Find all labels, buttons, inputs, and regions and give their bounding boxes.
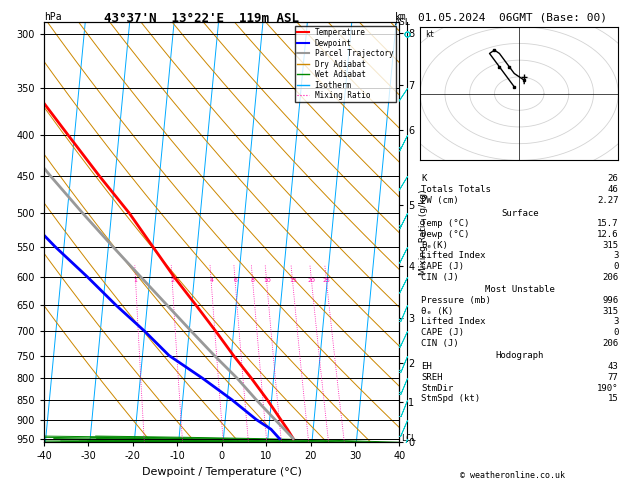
Text: LCL: LCL: [401, 434, 416, 443]
Text: Pressure (mb): Pressure (mb): [421, 296, 491, 305]
Text: 26: 26: [608, 174, 618, 183]
Text: 190°: 190°: [597, 383, 618, 393]
Text: CIN (J): CIN (J): [421, 273, 459, 281]
Text: 315: 315: [602, 241, 618, 250]
Text: SREH: SREH: [421, 373, 443, 382]
Text: θₑ (K): θₑ (K): [421, 307, 454, 315]
Text: 3: 3: [613, 317, 618, 326]
Text: Lifted Index: Lifted Index: [421, 251, 486, 260]
Text: 8: 8: [251, 278, 255, 283]
Text: 2.27: 2.27: [597, 196, 618, 205]
Text: Surface: Surface: [501, 209, 538, 218]
Text: 0: 0: [613, 328, 618, 337]
Text: Dewp (°C): Dewp (°C): [421, 230, 470, 239]
Text: km: km: [394, 12, 406, 22]
Text: 77: 77: [608, 373, 618, 382]
Text: Totals Totals: Totals Totals: [421, 185, 491, 194]
X-axis label: Dewpoint / Temperature (°C): Dewpoint / Temperature (°C): [142, 467, 302, 477]
Text: hPa: hPa: [44, 12, 62, 22]
Text: Hodograph: Hodograph: [496, 351, 544, 360]
Text: 1: 1: [134, 278, 138, 283]
Text: 206: 206: [602, 339, 618, 347]
Text: 3: 3: [613, 251, 618, 260]
Text: 12.6: 12.6: [597, 230, 618, 239]
Text: 2: 2: [170, 278, 174, 283]
Text: 6: 6: [233, 278, 237, 283]
Y-axis label: Mixing Ratio (g/kg): Mixing Ratio (g/kg): [419, 189, 428, 275]
Text: 43: 43: [608, 362, 618, 371]
Text: 43°37'N  13°22'E  119m ASL: 43°37'N 13°22'E 119m ASL: [104, 12, 299, 25]
Text: 4: 4: [209, 278, 213, 283]
Text: 15.7: 15.7: [597, 220, 618, 228]
Text: © weatheronline.co.uk: © weatheronline.co.uk: [460, 471, 565, 480]
Text: CAPE (J): CAPE (J): [421, 262, 464, 271]
Text: CIN (J): CIN (J): [421, 339, 459, 347]
Text: Temp (°C): Temp (°C): [421, 220, 470, 228]
Text: 10: 10: [263, 278, 270, 283]
Text: 20: 20: [308, 278, 316, 283]
Text: 15: 15: [608, 395, 618, 403]
Text: 15: 15: [289, 278, 297, 283]
Text: K: K: [421, 174, 427, 183]
Text: 206: 206: [602, 273, 618, 281]
Text: 996: 996: [602, 296, 618, 305]
Text: PW (cm): PW (cm): [421, 196, 459, 205]
Text: Most Unstable: Most Unstable: [485, 285, 555, 294]
Text: Lifted Index: Lifted Index: [421, 317, 486, 326]
Text: CAPE (J): CAPE (J): [421, 328, 464, 337]
Text: StmDir: StmDir: [421, 383, 454, 393]
Text: StmSpd (kt): StmSpd (kt): [421, 395, 481, 403]
Text: kt: kt: [425, 30, 435, 39]
Text: θₑ(K): θₑ(K): [421, 241, 448, 250]
Text: ASL: ASL: [394, 18, 411, 27]
Text: 315: 315: [602, 307, 618, 315]
Text: EH: EH: [421, 362, 432, 371]
Text: 0: 0: [613, 262, 618, 271]
Text: 01.05.2024  06GMT (Base: 00): 01.05.2024 06GMT (Base: 00): [418, 12, 607, 22]
Legend: Temperature, Dewpoint, Parcel Trajectory, Dry Adiabat, Wet Adiabat, Isotherm, Mi: Temperature, Dewpoint, Parcel Trajectory…: [295, 26, 396, 103]
Text: 25: 25: [323, 278, 331, 283]
Text: 46: 46: [608, 185, 618, 194]
